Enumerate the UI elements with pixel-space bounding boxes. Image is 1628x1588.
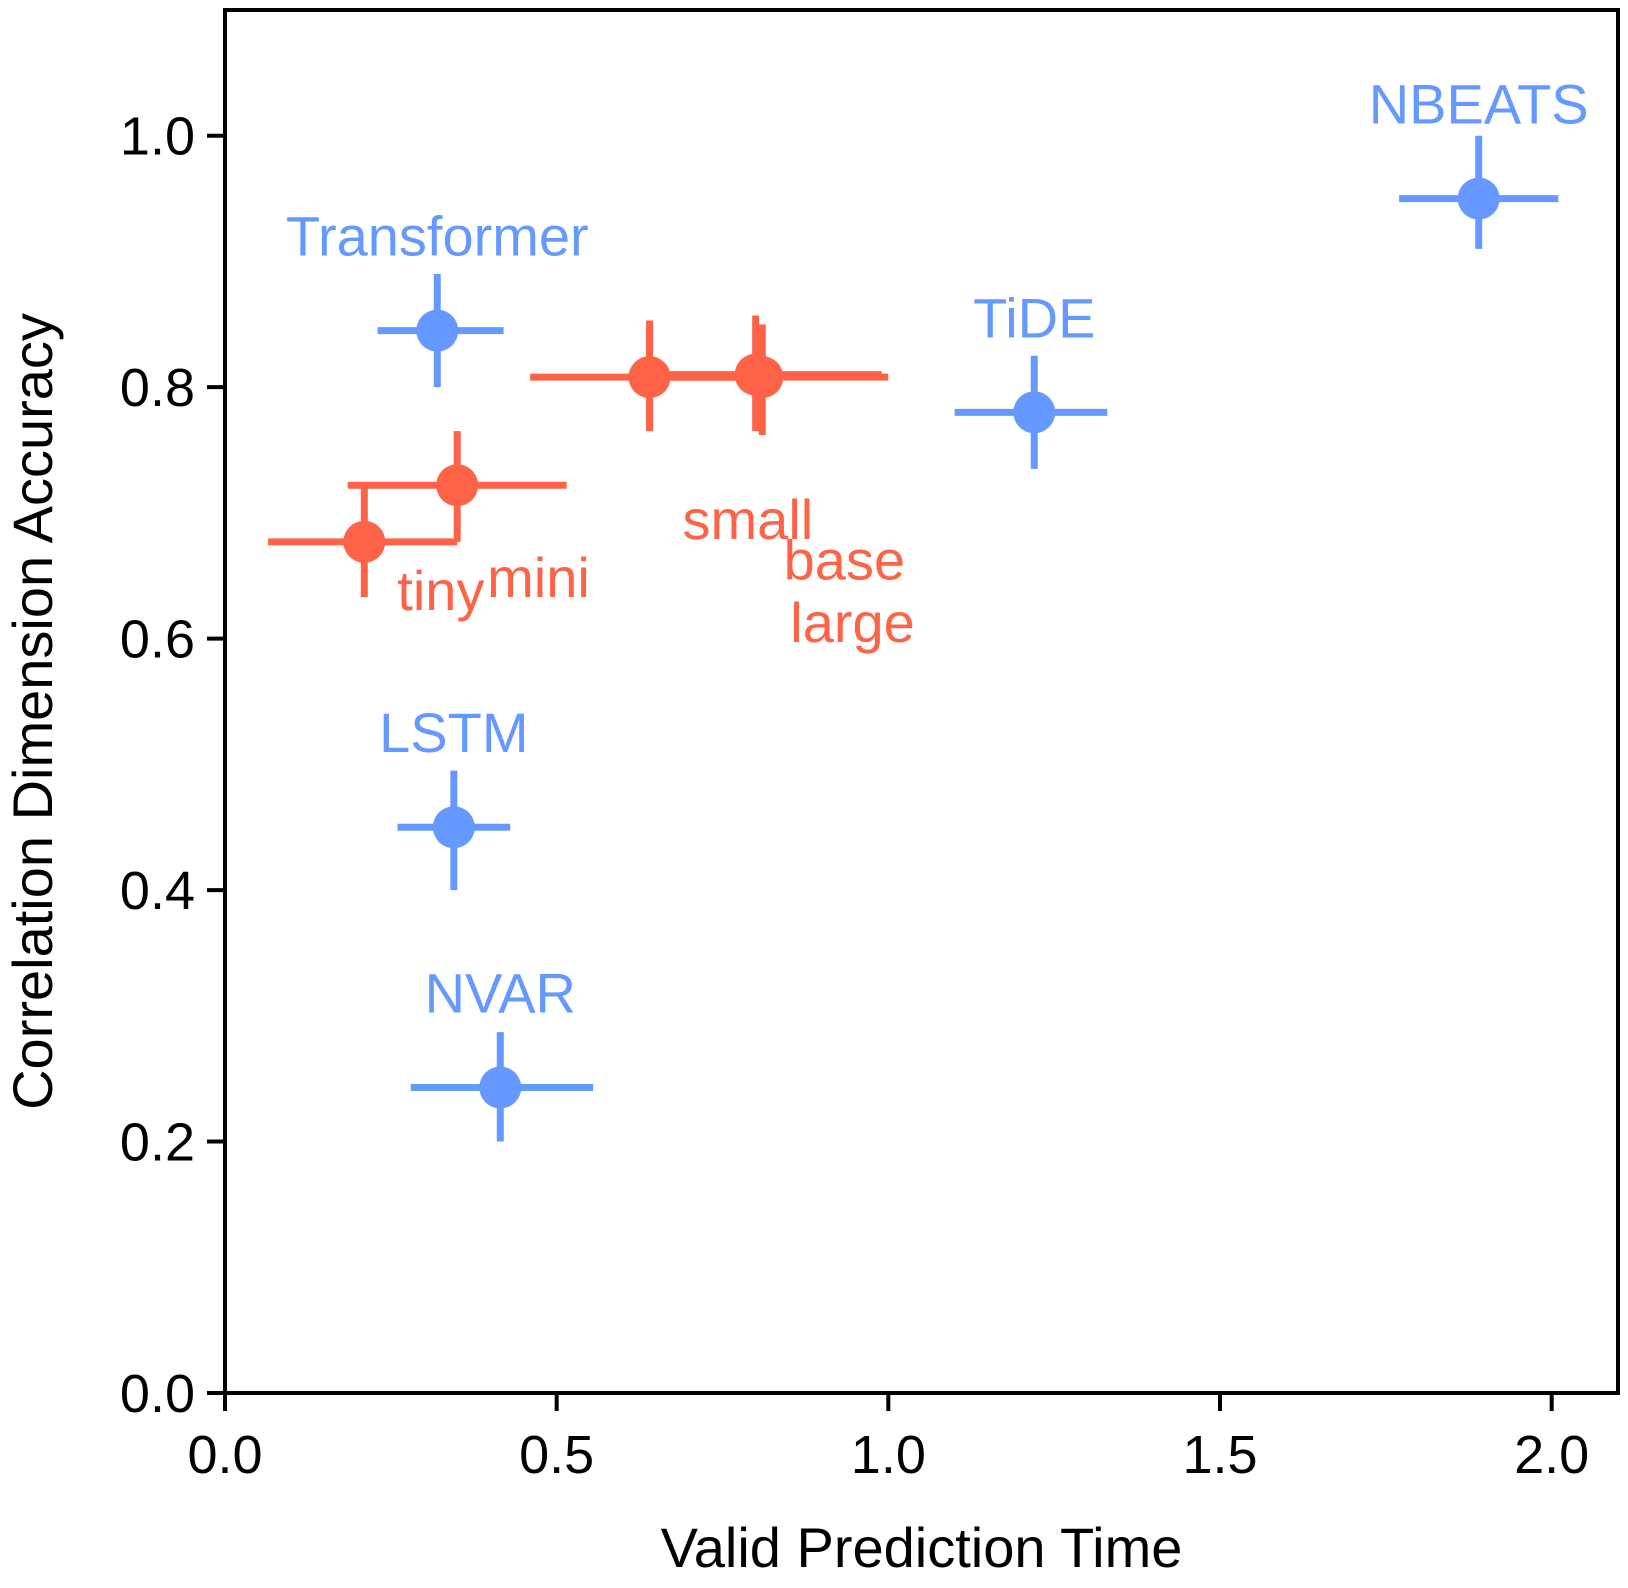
- point-tide: [1013, 391, 1056, 434]
- y-tick-label: 0.0: [120, 1364, 195, 1424]
- point-mini: [436, 464, 479, 507]
- label-tide: TiDE: [973, 286, 1095, 349]
- point-small: [628, 356, 671, 399]
- x-axis: 0.0 0.5 1.0 1.5 2.0: [187, 1393, 1589, 1485]
- point-lstm: [432, 806, 475, 849]
- point-labels-layer: NBEATS Transformer TiDE LSTM NVAR tiny mini sma…: [286, 73, 1589, 1025]
- point-large: [741, 356, 784, 399]
- point-tiny: [343, 520, 386, 563]
- label-lstm: LSTM: [379, 701, 528, 764]
- label-transformer: Transformer: [286, 205, 589, 268]
- y-tick-label: 0.4: [120, 861, 195, 921]
- x-tick-label: 1.5: [1182, 1425, 1257, 1485]
- label-mini: mini: [487, 546, 590, 609]
- y-tick-label: 0.8: [120, 358, 195, 418]
- point-nbeats: [1457, 177, 1500, 220]
- points-layer: [343, 177, 1500, 1109]
- y-axis: 0.0 0.2 0.4 0.6 0.8 1.0: [120, 107, 225, 1424]
- y-tick-label: 0.2: [120, 1113, 195, 1173]
- label-nbeats: NBEATS: [1369, 73, 1589, 136]
- y-axis-title: Correlation Dimension Accuracy: [1, 313, 64, 1110]
- y-tick-label: 1.0: [120, 107, 195, 167]
- x-tick-label: 0.0: [187, 1425, 262, 1485]
- y-tick-label: 0.6: [120, 610, 195, 670]
- label-base: base: [784, 529, 905, 592]
- label-large: large: [790, 591, 915, 654]
- label-small: small: [683, 488, 814, 551]
- point-transformer: [416, 309, 459, 352]
- x-tick-label: 1.0: [851, 1425, 926, 1485]
- x-axis-title: Valid Prediction Time: [661, 1516, 1183, 1579]
- x-tick-label: 0.5: [519, 1425, 594, 1485]
- x-tick-label: 2.0: [1514, 1425, 1589, 1485]
- point-nvar: [479, 1066, 522, 1109]
- plot-frame: [223, 8, 1620, 1395]
- label-nvar: NVAR: [425, 961, 576, 1024]
- label-tiny: tiny: [397, 559, 484, 622]
